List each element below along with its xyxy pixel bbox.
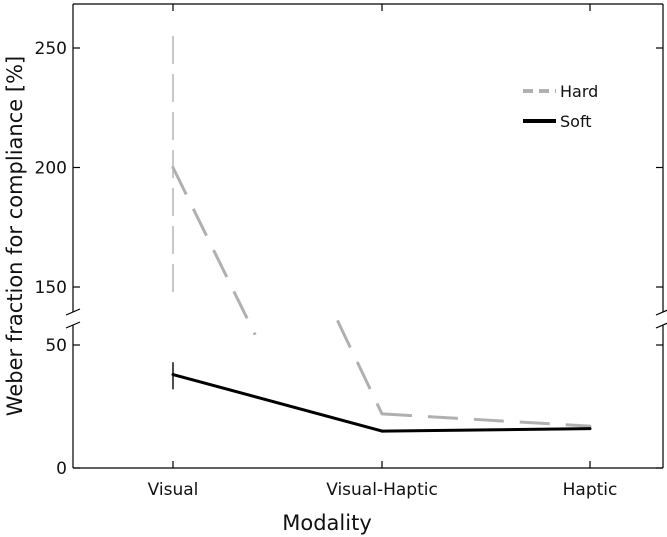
point-soft-2 (588, 427, 592, 431)
point-soft-0 (171, 373, 175, 377)
x-axis-title: Modality (282, 511, 372, 535)
axis-break-mark-left-1 (65, 308, 81, 316)
legend-label-hard: Hard (560, 82, 598, 101)
point-hard-2 (588, 424, 592, 428)
axis-break-mark-right-2 (655, 322, 667, 329)
axis-break-mark-left-2 (65, 321, 81, 329)
y-tick-label-50: 50 (45, 336, 67, 356)
point-soft-1 (380, 429, 384, 433)
point-hard-1 (380, 412, 384, 416)
y-tick-label-0: 0 (56, 459, 67, 479)
series-hard-segment-1-0 (381, 412, 591, 428)
y-tick-label-150: 150 (35, 278, 67, 298)
legend: Hard Soft (523, 82, 598, 131)
x-tick-label-0: Visual (148, 480, 199, 500)
point-hard-0 (171, 166, 175, 169)
y-axis-title: Weber fraction for compliance [%] (3, 56, 27, 416)
y-tick-label-250: 250 (35, 39, 67, 59)
series-soft-segment-1-0 (381, 427, 591, 433)
x-tick-label-2: Haptic (563, 480, 618, 500)
legend-label-soft: Soft (560, 112, 592, 131)
series-hard-segment-0-0 (171, 166, 257, 336)
y-tick-label-200: 200 (35, 159, 67, 179)
axis-break-mark-right-1 (655, 309, 667, 316)
series-soft-segment-0-0 (172, 373, 383, 433)
series-hard-segment-0-1 (336, 319, 384, 415)
x-tick-label-1: Visual-Haptic (326, 480, 438, 500)
